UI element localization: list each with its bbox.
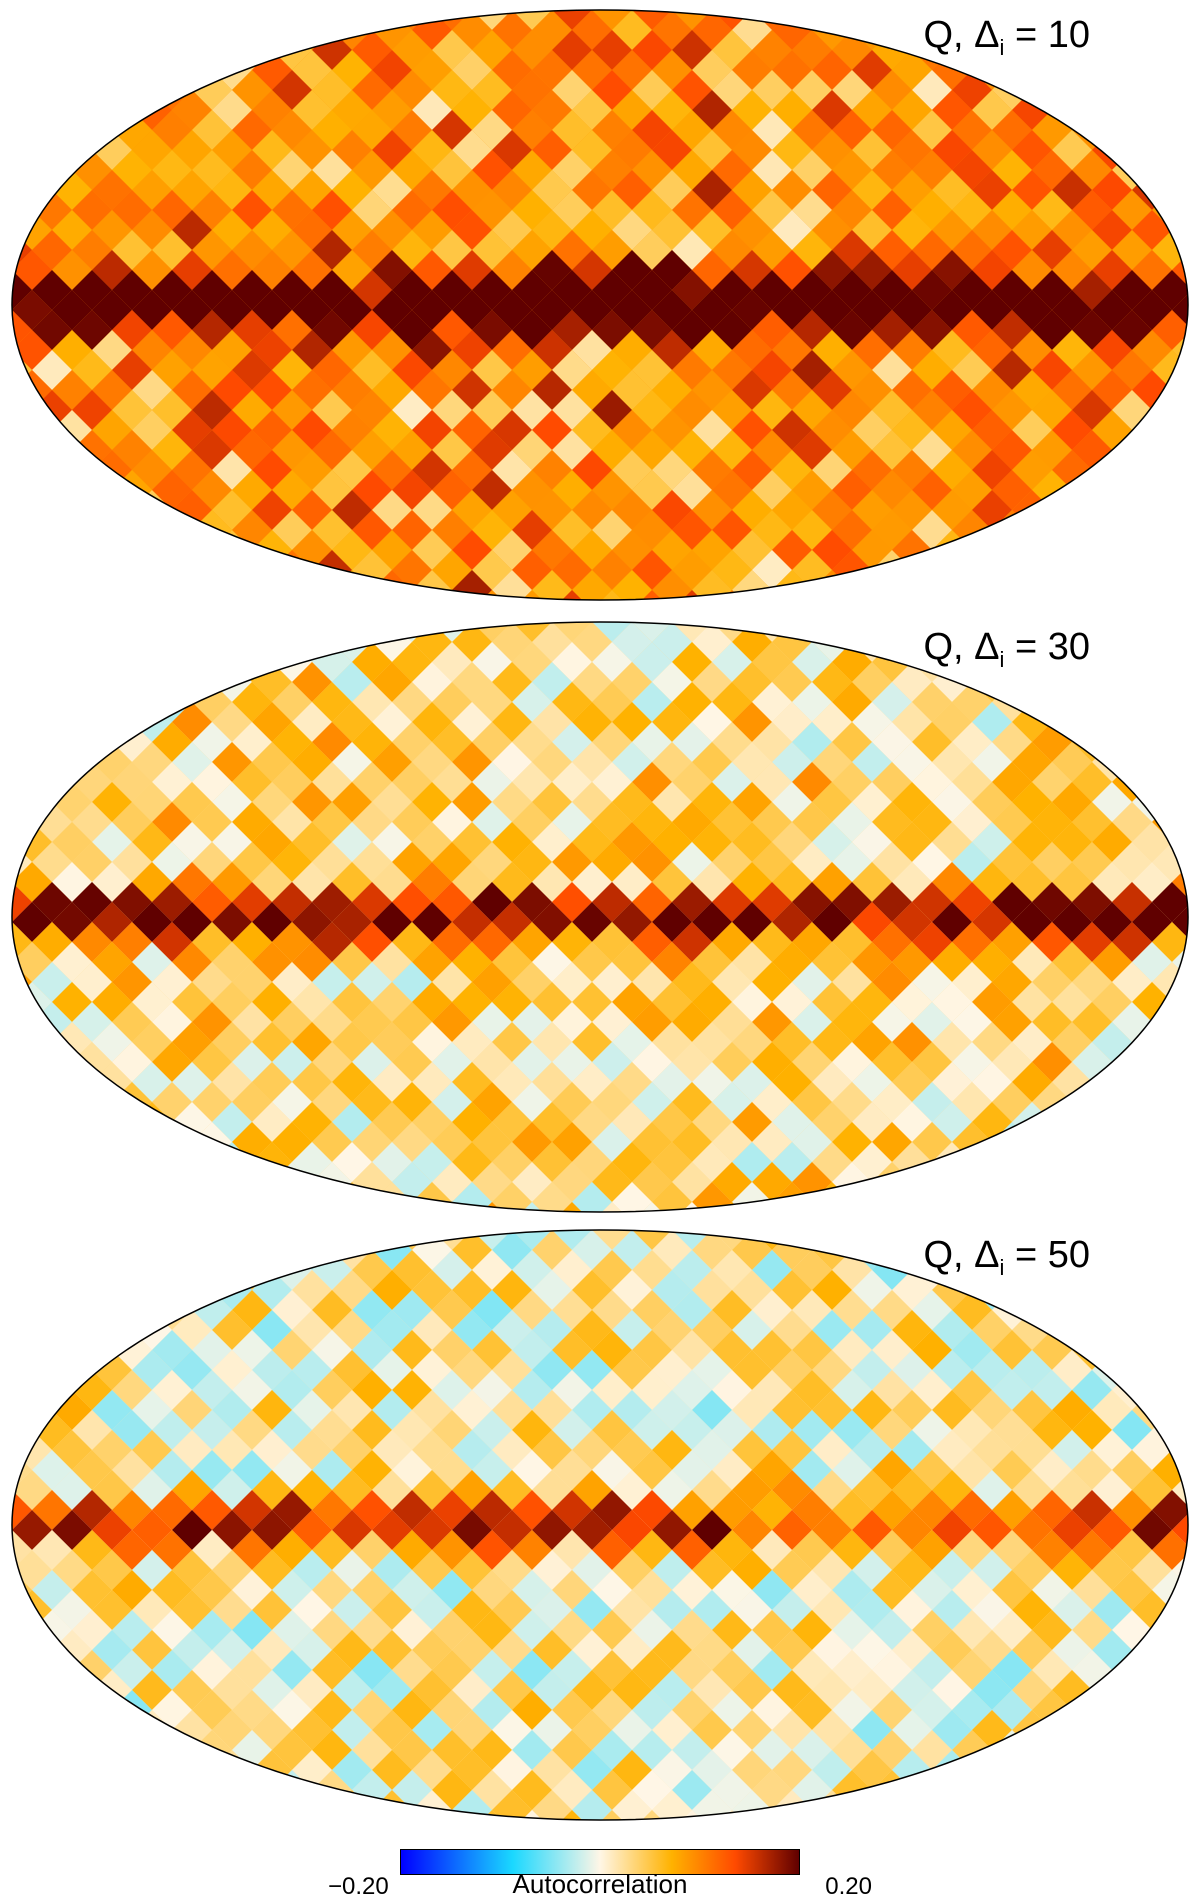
panel-title-1: Q, Δi = 10 (923, 14, 1090, 60)
map-outline (11, 1229, 1189, 1821)
map-panel-2: Q, Δi = 30 (0, 612, 1200, 1222)
map-pixels (12, 10, 1188, 600)
map-outline (11, 9, 1189, 601)
colorbar-gradient (400, 1849, 800, 1875)
colorbar: −0.20 Autocorrelation 0.20 (328, 1849, 872, 1900)
map-outline (11, 621, 1189, 1213)
map-panel-1: Q, Δi = 10 (0, 0, 1200, 610)
mollweide-map-2 (11, 621, 1189, 1213)
map-pixels (12, 1230, 1188, 1820)
colorbar-max-label: 0.20 (825, 1873, 872, 1900)
panel-title-3: Q, Δi = 50 (923, 1234, 1090, 1280)
map-panel-3: Q, Δi = 50 (0, 1220, 1200, 1830)
map-pixels (12, 622, 1188, 1212)
panel-title-2: Q, Δi = 30 (923, 626, 1090, 672)
mollweide-map-3 (11, 1229, 1189, 1821)
mollweide-map-1 (11, 9, 1189, 601)
colorbar-min-label: −0.20 (328, 1873, 389, 1900)
colorbar-title: Autocorrelation (512, 1869, 688, 1899)
